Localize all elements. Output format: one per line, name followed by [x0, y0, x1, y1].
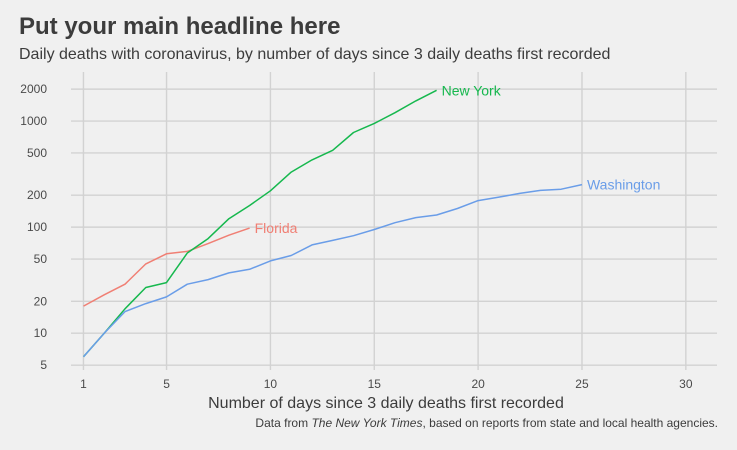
- y-tick-label: 1000: [20, 114, 47, 128]
- y-tick-label: 20: [34, 294, 48, 308]
- chart-subtitle: Daily deaths with coronavirus, by number…: [19, 46, 611, 63]
- grid-lines: [71, 72, 717, 370]
- caption-source: The New York Times: [311, 416, 423, 430]
- y-tick-label: 10: [34, 326, 48, 340]
- x-tick-label: 20: [471, 377, 485, 391]
- series-line-new-york: [82, 89, 437, 358]
- caption-prefix: Data from: [255, 416, 312, 430]
- x-axis-title: Number of days since 3 daily deaths firs…: [208, 395, 564, 412]
- series-line-florida: [83, 227, 250, 307]
- x-tick-label: 15: [368, 377, 382, 391]
- chart-title: Put your main headline here: [19, 13, 341, 40]
- y-tick-label: 5: [40, 358, 47, 372]
- series-lines: Florida New York Washington: [82, 82, 660, 358]
- series-line-washington: [82, 183, 583, 358]
- y-tick-label: 100: [27, 220, 47, 234]
- source-caption: Data from The New York Times, based on r…: [255, 416, 718, 430]
- x-tick-label: 5: [163, 377, 170, 391]
- x-tick-label: 25: [575, 377, 589, 391]
- x-tick-label: 1: [80, 377, 87, 391]
- x-tick-label: 10: [264, 377, 278, 391]
- y-tick-label: 500: [27, 146, 47, 160]
- series-label-washington: Washington: [587, 177, 660, 193]
- y-tick-label: 50: [34, 252, 48, 266]
- x-tick-label: 30: [679, 377, 693, 391]
- y-tick-label: 2000: [20, 82, 47, 96]
- y-tick-label: 200: [27, 188, 47, 202]
- caption-suffix: , based on reports from state and local …: [422, 416, 718, 430]
- series-label-new-york: New York: [442, 82, 502, 98]
- series-label-florida: Florida: [255, 220, 298, 236]
